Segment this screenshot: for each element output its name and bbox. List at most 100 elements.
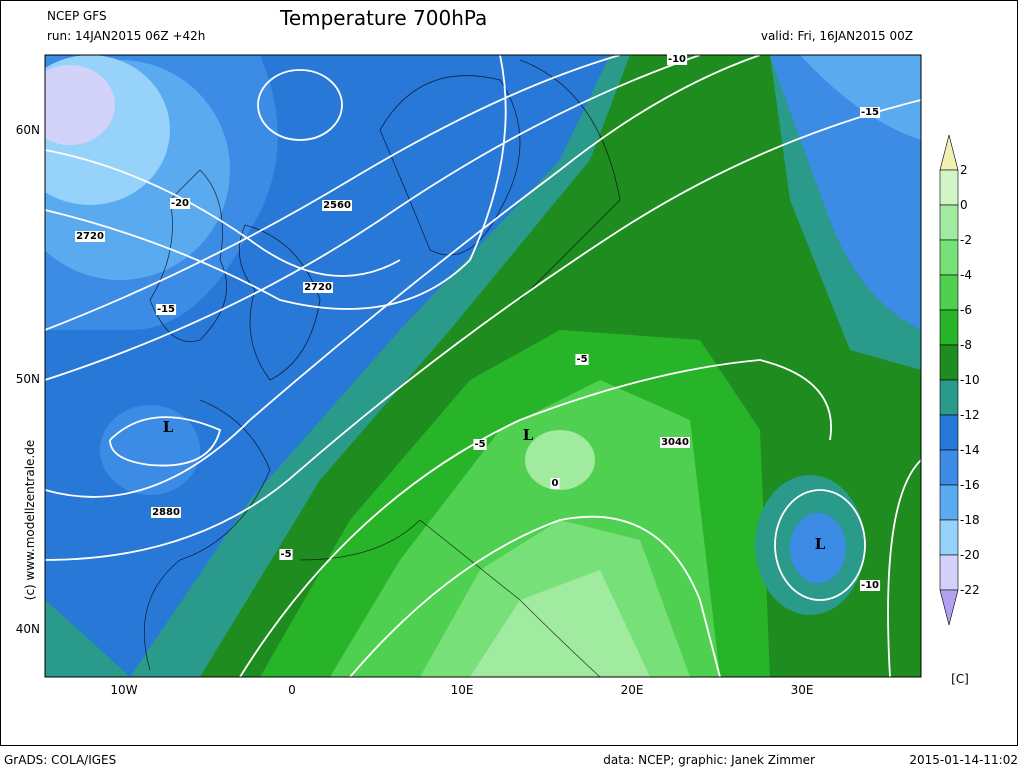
contour-line <box>45 99 921 561</box>
field-region <box>525 430 595 490</box>
footer-software: GrADS: COLA/IGES <box>4 753 116 767</box>
coastline <box>239 224 321 381</box>
contour-label-box <box>303 282 333 293</box>
colorbar-box <box>939 239 959 276</box>
low-marker: L <box>163 418 174 436</box>
map-title: Temperature 700hPa <box>279 6 487 30</box>
field-region <box>790 513 846 583</box>
contour-label: 0 <box>552 478 559 489</box>
contour-line <box>45 55 507 310</box>
contour-label: 2560 <box>323 200 351 211</box>
field-region <box>770 55 921 330</box>
contour-line <box>257 69 343 141</box>
contour-label-box <box>322 200 352 211</box>
map-border <box>44 54 922 678</box>
run-info: run: 14JAN2015 06Z +42h <box>47 29 205 43</box>
contour-label-box <box>279 549 293 560</box>
contour-line <box>45 55 761 498</box>
lon-label: 20E <box>621 683 644 697</box>
colorbar-box <box>939 519 959 556</box>
colorbar-box <box>939 344 959 381</box>
colorbar-label: -12 <box>960 408 980 422</box>
lon-label: 30E <box>791 683 814 697</box>
colorbar-box <box>939 169 959 206</box>
field-region <box>45 65 115 145</box>
contour-label-box <box>859 580 881 591</box>
lat-label: 60N <box>16 123 40 137</box>
contour-label-box <box>666 54 688 65</box>
contour-line <box>887 459 921 677</box>
contour-label: -5 <box>280 549 291 560</box>
footer-credit: data: NCEP; graphic: Janek Zimmer <box>603 753 815 767</box>
colorbar-label: 0 <box>960 198 968 212</box>
low-marker: L <box>523 426 534 444</box>
model-name: NCEP GFS <box>47 9 107 23</box>
valid-time: valid: Fri, 16JAN2015 00Z <box>761 29 913 43</box>
watermark: (c) www.modellzentrale.de <box>23 440 37 600</box>
colorbar-box <box>939 554 959 591</box>
contour-label: 3040 <box>661 437 689 448</box>
contour-label-box <box>473 439 487 450</box>
colorbar-label: -18 <box>960 513 980 527</box>
low-marker: L <box>815 535 826 553</box>
colorbar-label: -20 <box>960 548 980 562</box>
colorbar-label: -16 <box>960 478 980 492</box>
contour-label-box <box>575 354 589 365</box>
lon-label: 10E <box>451 683 474 697</box>
colorbar-box <box>939 274 959 311</box>
colorbar-box <box>939 309 959 346</box>
contour-line <box>239 359 832 677</box>
colorbar-label: -2 <box>960 233 972 247</box>
contour-label: -5 <box>576 354 587 365</box>
field-region <box>800 55 921 140</box>
colorbar-label: -22 <box>960 583 980 597</box>
contour-label: 2880 <box>152 507 180 518</box>
contour-line <box>349 515 721 677</box>
contour-label-box <box>151 507 181 518</box>
colorbar-label: -6 <box>960 303 972 317</box>
colorbar-label: -8 <box>960 338 972 352</box>
contour-label: -15 <box>157 304 175 315</box>
contour-label: -10 <box>668 54 686 65</box>
contour-label-box <box>169 198 191 209</box>
colorbar-cap <box>939 589 959 626</box>
contour-line <box>45 149 401 277</box>
field-region <box>45 600 130 677</box>
colorbar-unit: [C] <box>951 672 969 686</box>
contour-label-box <box>550 478 560 489</box>
contour-label: -10 <box>861 580 879 591</box>
colorbar: 2 0 -2 -4 -6 -8 -10 -12 -14 -16 -18 -20 -22 <box>939 134 980 626</box>
coastline <box>519 59 621 301</box>
contour-label-box <box>155 304 177 315</box>
contour-line <box>774 489 866 601</box>
colorbar-label: -10 <box>960 373 980 387</box>
contour-label: -5 <box>474 439 485 450</box>
colorbar-box <box>939 204 959 241</box>
contour-label: -20 <box>171 198 189 209</box>
contour-label-box <box>660 437 690 448</box>
colorbar-box <box>939 449 959 486</box>
coastline <box>149 169 227 342</box>
contour-line <box>45 55 621 331</box>
colorbar-box <box>939 379 959 416</box>
coastline <box>299 519 601 677</box>
colorbar-label: -14 <box>960 443 980 457</box>
contour-label-box <box>859 107 881 118</box>
colorbar-box <box>939 484 959 521</box>
contour-label: 2720 <box>304 282 332 293</box>
contour-line <box>45 55 701 381</box>
coastline <box>379 75 521 256</box>
coastline <box>143 399 271 671</box>
colorbar-box <box>939 414 959 451</box>
lat-label: 40N <box>16 622 40 636</box>
footer-timestamp: 2015-01-14-11:02 <box>909 753 1018 767</box>
lat-label: 50N <box>16 372 40 386</box>
map-labels: 2560 2720 2720 2880 3040 -15 -15 -10 -10… <box>75 54 881 591</box>
colorbar-label: -4 <box>960 268 972 282</box>
contour-line <box>109 416 222 467</box>
contour-label: -15 <box>861 107 879 118</box>
lon-label: 10W <box>110 683 137 697</box>
contour-label-box <box>75 231 105 242</box>
